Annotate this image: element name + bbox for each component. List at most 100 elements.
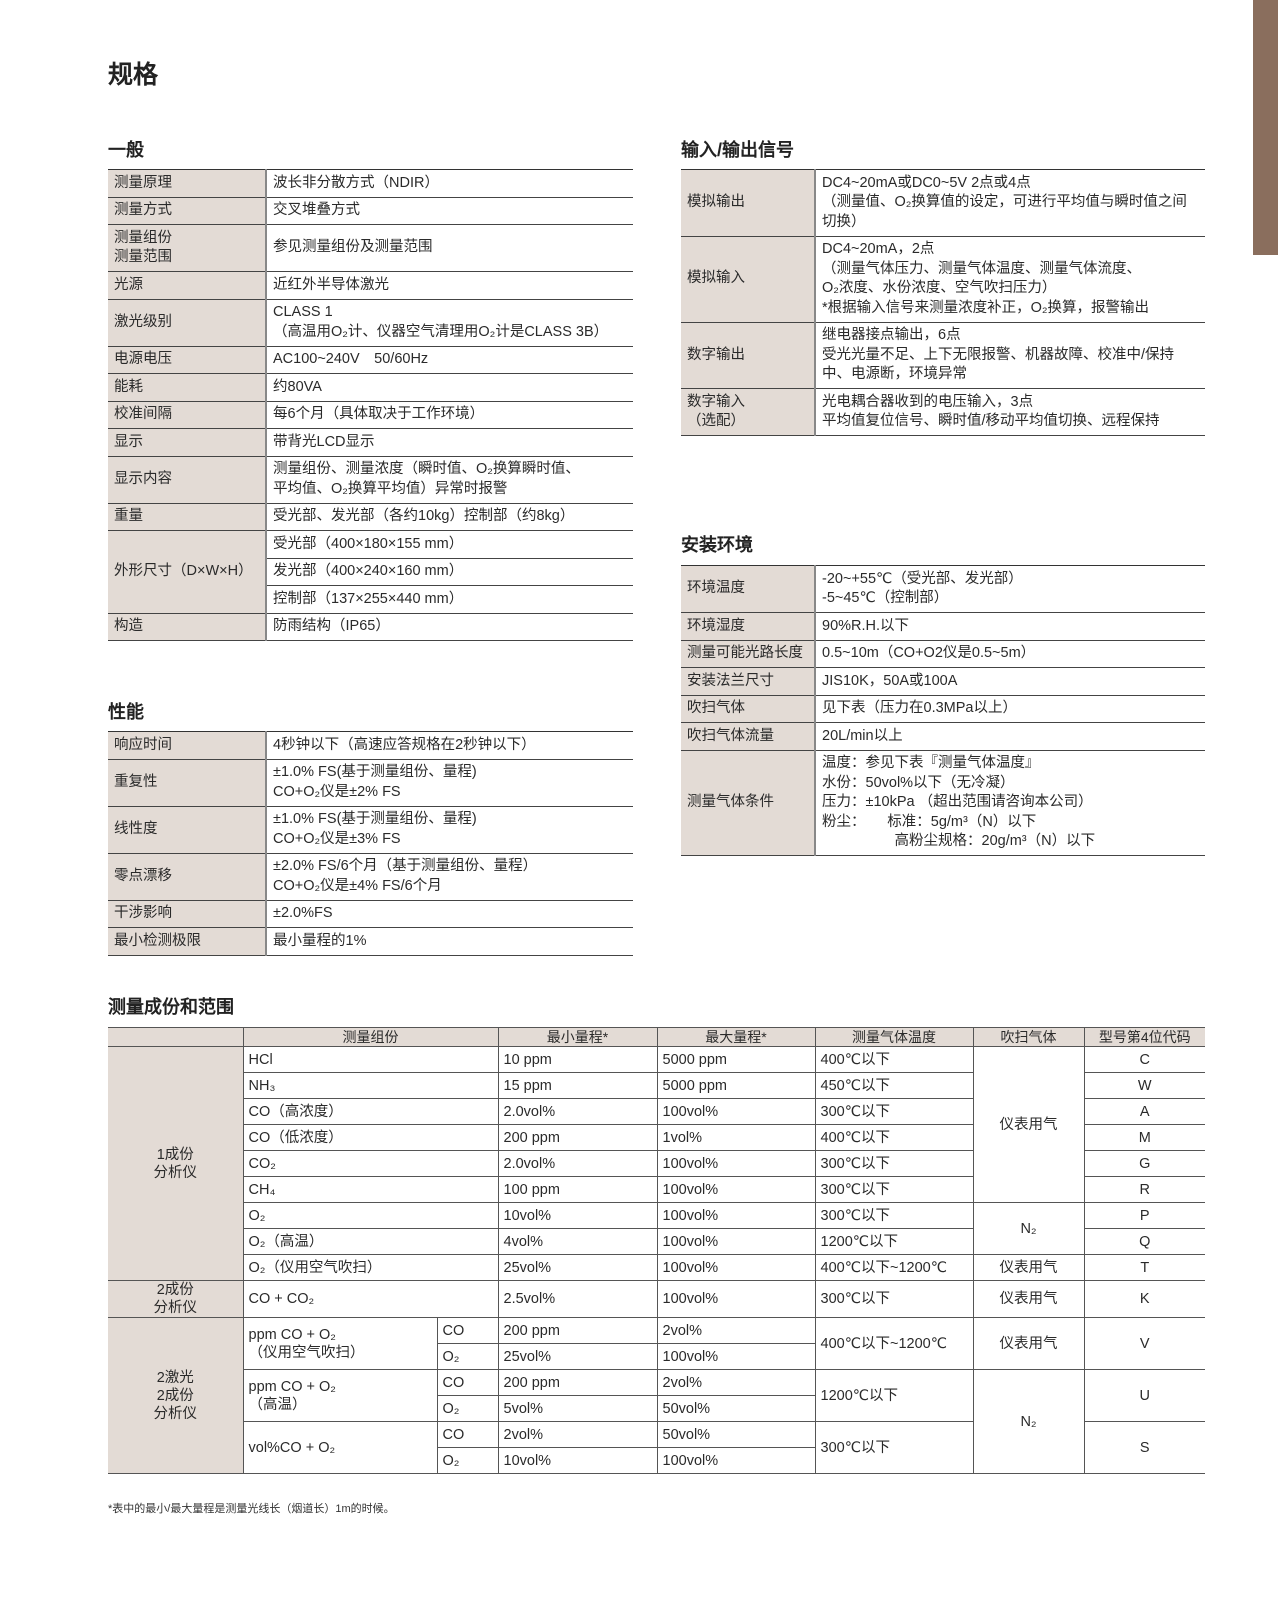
spec-row: 环境温度 -20~+55℃（受光部、发光部） -5~45℃（控制部） bbox=[681, 565, 1205, 613]
purge-gas-cell: N₂ bbox=[972, 1202, 1085, 1255]
spec-label: 环境温度 bbox=[681, 565, 816, 613]
component-cell: O₂（仪用空气吹扫） bbox=[242, 1254, 499, 1281]
purge-gas-cell: 仪表用气 bbox=[972, 1280, 1085, 1318]
spec-label: 零点漂移 bbox=[108, 852, 267, 901]
max-range-cell: 100vol% bbox=[656, 1202, 816, 1229]
spec-label: 安装法兰尺寸 bbox=[681, 667, 816, 696]
io-signals-spec-table: 模拟输出 DC4~20mA或DC0~5V 2点或4点 （测量值、O₂换算值的设定，… bbox=[681, 169, 1205, 436]
model-code-cell: S bbox=[1083, 1421, 1205, 1474]
spec-row: 发光部（400×240×160 mm） bbox=[108, 557, 633, 586]
min-range-cell: 2.0vol% bbox=[497, 1150, 658, 1177]
spec-value: DC4~20mA或DC0~5V 2点或4点 （测量值、O₂换算值的设定，可进行平… bbox=[815, 169, 1205, 237]
spec-value: 20L/min以上 bbox=[815, 722, 1205, 751]
sub-gas-cell: O₂ bbox=[436, 1343, 499, 1370]
section-heading-io-signals: 输入/输出信号 bbox=[681, 140, 795, 160]
max-range-cell: 5000 ppm bbox=[656, 1072, 816, 1099]
header-model-code: 型号第4位代码 bbox=[1083, 1027, 1205, 1047]
min-range-cell: 2.5vol% bbox=[497, 1280, 658, 1318]
spec-value: CLASS 1 （高温用O₂计、仪器空气清理用O₂计是CLASS 3B） bbox=[266, 298, 633, 347]
spec-row: 显示 带背光LCD显示 bbox=[108, 428, 633, 457]
model-code-cell: C bbox=[1083, 1046, 1205, 1073]
min-range-cell: 100 ppm bbox=[497, 1176, 658, 1203]
spec-value: -20~+55℃（受光部、发光部） -5~45℃（控制部） bbox=[815, 565, 1205, 613]
model-code-cell: V bbox=[1083, 1317, 1205, 1370]
model-code-cell: R bbox=[1083, 1176, 1205, 1203]
table-row: O₂ 5vol% 50vol% bbox=[108, 1395, 1205, 1422]
component-cell: vol%CO + O₂ bbox=[242, 1421, 438, 1474]
spec-value: 防雨结构（IP65） bbox=[266, 612, 633, 641]
page-title: 规格 bbox=[108, 61, 159, 89]
spec-label: 测量组份 测量范围 bbox=[108, 224, 267, 272]
spec-row: 数字输出 继电器接点输出，6点 受光光量不足、上下无限报警、机器故障、校准中/保持… bbox=[681, 321, 1205, 389]
spec-value: DC4~20mA，2点 （测量气体压力、测量气体温度、测量气体流度、 O₂浓度、… bbox=[815, 235, 1205, 323]
model-code-cell: T bbox=[1083, 1254, 1205, 1281]
spec-value: 0.5~10m（CO+O2仪是0.5~5m） bbox=[815, 639, 1205, 668]
component-cell: CO₂ bbox=[242, 1150, 499, 1177]
header-max-range: 最大量程* bbox=[656, 1027, 816, 1047]
spec-row: 测量组份 测量范围 参见测量组份及测量范围 bbox=[108, 224, 633, 272]
model-code-cell: M bbox=[1083, 1124, 1205, 1151]
installation-spec-table: 环境温度 -20~+55℃（受光部、发光部） -5~45℃（控制部） 环境湿度 90%… bbox=[681, 565, 1205, 856]
model-code-cell: W bbox=[1083, 1072, 1205, 1099]
spec-row: 校准间隔 每6个月（具体取决于工作环境） bbox=[108, 400, 633, 429]
min-range-cell: 10vol% bbox=[497, 1202, 658, 1229]
spec-value: 4秒钟以下（高速应答规格在2秒钟以下） bbox=[266, 731, 633, 760]
gas-temp-cell: 300℃以下 bbox=[814, 1150, 974, 1177]
spec-label: 光源 bbox=[108, 271, 267, 300]
purge-gas-cell: N₂ bbox=[972, 1369, 1085, 1474]
min-range-cell: 2vol% bbox=[497, 1421, 658, 1448]
max-range-cell: 5000 ppm bbox=[656, 1046, 816, 1073]
model-code-cell: K bbox=[1083, 1280, 1205, 1318]
side-accent-bar bbox=[1253, 0, 1278, 255]
header-purge-gas: 吹扫气体 bbox=[972, 1027, 1085, 1047]
max-range-cell: 100vol% bbox=[656, 1150, 816, 1177]
spec-row: 控制部（137×255×440 mm） bbox=[108, 585, 633, 614]
purge-gas-cell: 仪表用气 bbox=[972, 1254, 1085, 1281]
spec-row: 响应时间 4秒钟以下（高速应答规格在2秒钟以下） bbox=[108, 731, 633, 760]
table-row: CH₄ 100 ppm 100vol% 300℃以下 R bbox=[108, 1176, 1205, 1203]
spec-row: 激光级别 CLASS 1 （高温用O₂计、仪器空气清理用O₂计是CLASS 3B） bbox=[108, 298, 633, 347]
spec-label: 干涉影响 bbox=[108, 899, 267, 928]
table-row: 1成份 分析仪 HCl 10 ppm 5000 ppm 400℃以下 仪表用气 C bbox=[108, 1046, 1205, 1281]
spec-value: 见下表（压力在0.3MPa以上） bbox=[815, 694, 1205, 723]
min-range-cell: 10vol% bbox=[497, 1447, 658, 1474]
model-code-cell: U bbox=[1083, 1369, 1205, 1422]
composition-range-table: 测量组份 最小量程* 最大量程* 测量气体温度 吹扫气体 型号第4位代码 1成份… bbox=[108, 1027, 1205, 1474]
spec-row: 显示内容 测量组份、测量浓度（瞬时值、O₂换算瞬时值、 平均值、O₂换算平均值）异… bbox=[108, 455, 633, 504]
gas-temp-cell: 300℃以下 bbox=[814, 1280, 974, 1318]
component-cell: CO（低浓度） bbox=[242, 1124, 499, 1151]
spec-label: 线性度 bbox=[108, 805, 267, 854]
gas-temp-cell: 300℃以下 bbox=[814, 1176, 974, 1203]
table-row: CO（低浓度） 200 ppm 1vol% 400℃以下 M bbox=[108, 1124, 1205, 1151]
sub-gas-cell: CO bbox=[436, 1317, 499, 1344]
table-row: CO（高浓度） 2.0vol% 100vol% 300℃以下 A bbox=[108, 1098, 1205, 1125]
component-cell: ppm CO + O₂ （高温） bbox=[242, 1369, 438, 1422]
spec-value: 受光部、发光部（各约10kg）控制部（约8kg） bbox=[266, 502, 633, 531]
min-range-cell: 200 ppm bbox=[497, 1369, 658, 1396]
spec-value: AC100~240V 50/60Hz bbox=[266, 345, 633, 374]
max-range-cell: 2vol% bbox=[656, 1369, 816, 1396]
spec-row: 能耗 约80VA bbox=[108, 373, 633, 402]
spec-label: 测量原理 bbox=[108, 169, 267, 198]
max-range-cell: 100vol% bbox=[656, 1176, 816, 1203]
spec-row: 光源 近红外半导体激光 bbox=[108, 271, 633, 300]
spec-label: 最小检测极限 bbox=[108, 927, 267, 956]
gas-temp-cell: 400℃以下~1200℃ bbox=[814, 1254, 974, 1281]
spec-label: 数字输入 （选配） bbox=[681, 388, 816, 436]
spec-value: 最小量程的1% bbox=[266, 927, 633, 956]
spec-label: 校准间隔 bbox=[108, 400, 267, 429]
sub-gas-cell: CO bbox=[436, 1369, 499, 1396]
spec-row: 测量气体条件 温度：参见下表『测量气体温度』 水份：50vol%以下（无冷凝） 压… bbox=[681, 749, 1205, 856]
max-range-cell: 100vol% bbox=[656, 1228, 816, 1255]
spec-value: 测量组份、测量浓度（瞬时值、O₂换算瞬时值、 平均值、O₂换算平均值）异常时报警 bbox=[266, 455, 633, 504]
component-cell: O₂（高温） bbox=[242, 1228, 499, 1255]
spec-label: 重量 bbox=[108, 502, 267, 531]
spec-value: ±2.0%FS bbox=[266, 899, 633, 928]
spec-row: 吹扫气体流量 20L/min以上 bbox=[681, 722, 1205, 751]
spec-row: 线性度 ±1.0% FS(基于测量组份、量程) CO+O₂仪是±3% FS bbox=[108, 805, 633, 854]
model-code-cell: Q bbox=[1083, 1228, 1205, 1255]
spec-row: 外形尺寸（D×W×H） 受光部（400×180×155 mm） bbox=[108, 530, 633, 614]
spec-row: 测量可能光路长度 0.5~10m（CO+O2仪是0.5~5m） bbox=[681, 639, 1205, 668]
spec-label: 能耗 bbox=[108, 373, 267, 402]
spec-label: 环境湿度 bbox=[681, 612, 816, 641]
